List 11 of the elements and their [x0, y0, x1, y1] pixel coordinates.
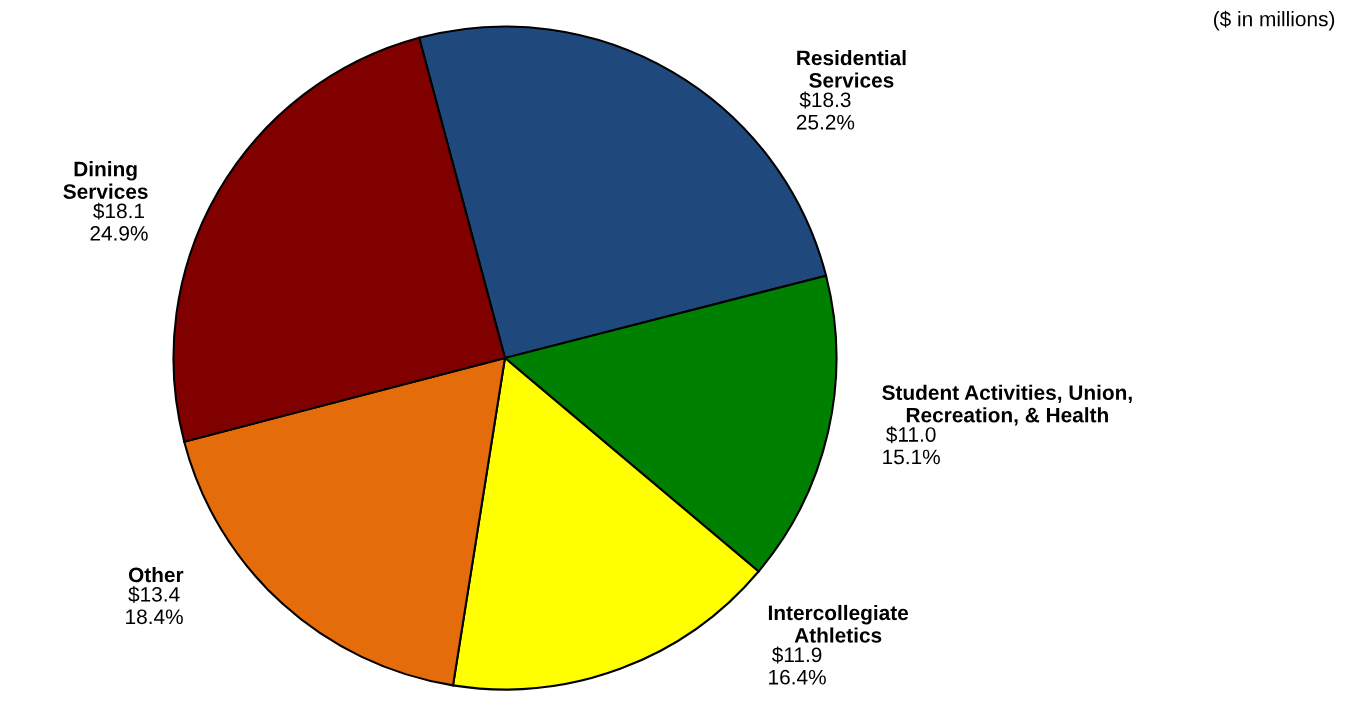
data-label: $13.4 18.4%: [126, 586, 183, 625]
data-label: $11.9 16.4%: [769, 646, 826, 685]
text: ($ in millions): [1214, 10, 1335, 31]
data-label: $18.1 24.9%: [90, 202, 148, 241]
slice-label: Residential Services: [797, 50, 906, 88]
slice-label: Other: [128, 566, 184, 583]
data-label: $11.0 15.1%: [883, 426, 940, 465]
slice-label: Intercollegiate Athletics: [768, 604, 909, 643]
slice-label: Dining Services: [63, 161, 148, 199]
slice-label: Student Activities, Union, Recreation, & Health: [882, 384, 1132, 426]
data-label: $18.3 25.2%: [796, 91, 855, 130]
